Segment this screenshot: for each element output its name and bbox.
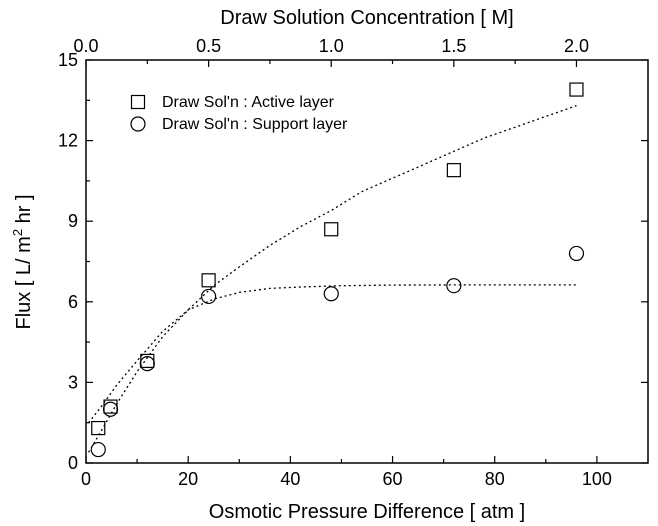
x-axis-title: Osmotic Pressure Difference [ atm ] (209, 501, 525, 523)
support-layer-point (568, 245, 585, 262)
legend-marker-circle (130, 116, 146, 132)
y-axis-title-main: Flux [ L/ m (13, 236, 35, 329)
x-tick-label: 60 (383, 469, 403, 489)
active-layer-point (569, 82, 584, 97)
y-tick-label: 15 (58, 50, 78, 70)
fit-curves (88, 105, 577, 453)
support-layer-point (139, 355, 155, 372)
axis-ticks: 0 20 40 60 80 100 0 3 6 9 12 150.0 0.5 1.0 1.5 2.0 (58, 36, 648, 489)
active-layer-point (446, 163, 461, 178)
active-layer-point (324, 222, 339, 237)
y-axis-title-superscript: 2 (10, 229, 25, 236)
active-layer-point (201, 273, 216, 288)
active-layer-point (91, 420, 106, 436)
x2-tick-label: 0.5 (196, 36, 221, 56)
data-points (90, 82, 585, 458)
x-tick-label: 100 (582, 469, 612, 489)
support-layer-point (446, 278, 462, 294)
x2-tick-label: 0.0 (73, 36, 98, 56)
fit-line-square (88, 105, 577, 453)
legend: Draw Sol'n : Active layer Draw Sol'n : Su… (130, 94, 348, 133)
x-tick-label: 20 (178, 469, 198, 489)
support-layer-point (90, 441, 106, 458)
x2-tick-label: 1.5 (441, 36, 466, 56)
support-layer-point (102, 401, 119, 417)
x2-tick-label: 1.0 (319, 36, 344, 56)
y-tick-label: 12 (58, 131, 78, 151)
x-tick-label: 0 (81, 469, 91, 489)
y-tick-label: 6 (68, 292, 78, 312)
y-tick-label: 0 (68, 453, 78, 473)
legend-label: Draw Sol'n : Support layer (162, 116, 348, 133)
legend-label: Draw Sol'n : Active layer (162, 94, 335, 111)
x-tick-label: 40 (280, 469, 300, 489)
y-tick-label: 3 (68, 372, 78, 392)
y-tick-label: 9 (68, 211, 78, 231)
fit-line-circle (88, 284, 577, 424)
y-axis-title: Flux [ L/ m2 hr ] (10, 194, 35, 329)
legend-marker-square (130, 94, 146, 110)
x2-tick-label: 2.0 (564, 36, 589, 56)
support-layer-point (201, 288, 217, 305)
x2-axis-title: Draw Solution Concentration [ M] (220, 7, 513, 29)
support-layer-point (323, 286, 339, 302)
x-tick-label: 80 (485, 469, 505, 489)
y-axis-title-end: hr ] (13, 194, 35, 228)
